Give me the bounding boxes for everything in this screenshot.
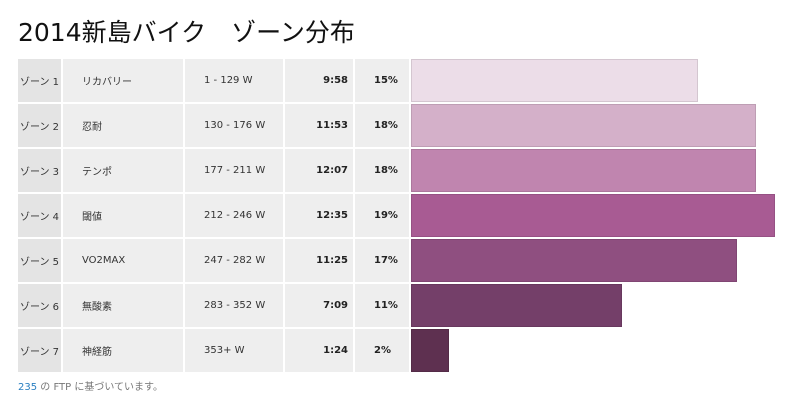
zone-label: ゾーン 2 [18, 104, 61, 147]
zone-power-range: 130 - 176 W [185, 104, 283, 147]
zone-percent: 11% [355, 284, 409, 327]
zone-time: 11:25 [285, 239, 353, 282]
zone-name: リカバリー [63, 59, 183, 102]
zone-label: ゾーン 1 [18, 59, 61, 102]
zone-name: 神経筋 [63, 329, 183, 372]
zone-power-range: 353+ W [185, 329, 283, 372]
page-title: 2014新島バイク ゾーン分布 [18, 18, 355, 47]
zone-bar [411, 329, 450, 372]
zone-time: 12:35 [285, 194, 353, 237]
zone-percent: 19% [355, 194, 409, 237]
zone-bar [411, 239, 737, 282]
zone-time: 12:07 [285, 149, 353, 192]
zone-label: ゾーン 3 [18, 149, 61, 192]
zone-name: 無酸素 [63, 284, 183, 327]
zone-bar [411, 104, 756, 147]
zone-label: ゾーン 5 [18, 239, 61, 282]
zone-bar [411, 284, 622, 327]
zone-time: 1:24 [285, 329, 353, 372]
zone-percent: 15% [355, 59, 409, 102]
zone-percent: 18% [355, 104, 409, 147]
zone-power-range: 212 - 246 W [185, 194, 283, 237]
zone-label: ゾーン 7 [18, 329, 61, 372]
zone-label: ゾーン 6 [18, 284, 61, 327]
ftp-value-link[interactable]: 235 [18, 382, 38, 393]
zone-time: 11:53 [285, 104, 353, 147]
zone-name: 忍耐 [63, 104, 183, 147]
zone-name: VO2MAX [63, 239, 183, 282]
zone-name: テンポ [63, 149, 183, 192]
zone-label: ゾーン 4 [18, 194, 61, 237]
zone-percent: 18% [355, 149, 409, 192]
zone-bar [411, 59, 699, 102]
zone-power-range: 283 - 352 W [185, 284, 283, 327]
ftp-footnote: 235 の FTP に基づいています。 [18, 378, 163, 393]
zone-bar [411, 149, 756, 192]
ftp-footnote-text: の FTP に基づいています。 [37, 382, 164, 393]
zone-time: 9:58 [285, 59, 353, 102]
zone-percent: 17% [355, 239, 409, 282]
zone-time: 7:09 [285, 284, 353, 327]
zone-bar [411, 194, 775, 237]
zone-power-range: 1 - 129 W [185, 59, 283, 102]
zone-name: 閾値 [63, 194, 183, 237]
zone-percent: 2% [355, 329, 409, 372]
zone-power-range: 247 - 282 W [185, 239, 283, 282]
zone-power-range: 177 - 211 W [185, 149, 283, 192]
